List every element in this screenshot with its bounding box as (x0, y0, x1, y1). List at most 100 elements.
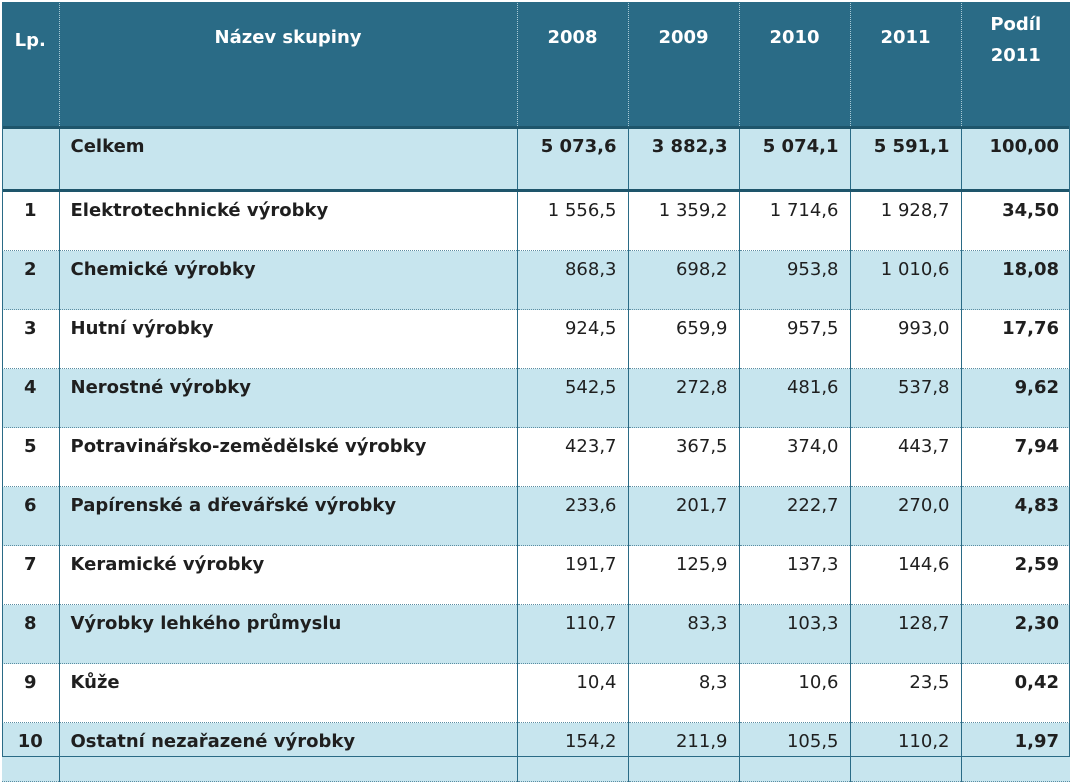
row-group-name: Papírenské a dřevářské výrobky (59, 486, 518, 546)
row-share-2011: 2,59 (961, 545, 1070, 605)
row-value-2009: 211,9 (628, 722, 740, 782)
total-value-2010: 5 074,1 (739, 127, 851, 192)
header-share-line1: Podíl (990, 14, 1042, 35)
row-group-name: Potravinářsko-zemědělské výrobky (59, 427, 518, 487)
row-value-2008: 1 556,5 (517, 190, 629, 251)
row-value-2011: 1 928,7 (850, 190, 962, 251)
row-share-2011: 18,08 (961, 250, 1070, 310)
table-row: 10 Ostatní nezařazené výrobky 154,2 211,9 10… (2, 722, 1070, 782)
row-value-2011: 443,7 (850, 427, 962, 487)
header-year-2011: 2011 (850, 2, 962, 129)
row-value-2009: 367,5 (628, 427, 740, 487)
row-group-name: Hutní výrobky (59, 309, 518, 369)
row-value-2010: 1 714,6 (739, 190, 851, 251)
table-row: 8 Výrobky lehkého průmyslu 110,7 83,3 103,3 1… (2, 604, 1070, 664)
header-year-2008: 2008 (517, 2, 629, 129)
row-value-2011: 128,7 (850, 604, 962, 664)
total-value-2011: 5 591,1 (850, 127, 962, 192)
row-value-2009: 1 359,2 (628, 190, 740, 251)
table-row: 5 Potravinářsko-zemědělské výrobky 423,7 36… (2, 427, 1070, 487)
header-row: Lp. Název skupiny 2008 2009 2010 2011 Po… (2, 2, 1070, 129)
table-row: 4 Nerostné výrobky 542,5 272,8 481,6 537,8 9,6… (2, 368, 1070, 428)
total-lp (2, 127, 60, 192)
header-share-line2: 2011 (990, 45, 1041, 66)
row-lp: 5 (2, 427, 60, 487)
row-value-2010: 105,5 (739, 722, 851, 782)
row-value-2008: 191,7 (517, 545, 629, 605)
table-body: Celkem 5 073,6 3 882,3 5 074,1 5 591,1 1… (2, 127, 1070, 782)
row-group-name: Ostatní nezařazené výrobky (59, 722, 518, 782)
row-value-2008: 423,7 (517, 427, 629, 487)
row-share-2011: 7,94 (961, 427, 1070, 487)
header-group-name: Název skupiny (59, 2, 518, 129)
total-row: Celkem 5 073,6 3 882,3 5 074,1 5 591,1 1… (2, 127, 1070, 192)
total-name: Celkem (59, 127, 518, 192)
row-lp: 7 (2, 545, 60, 605)
row-value-2008: 110,7 (517, 604, 629, 664)
row-value-2010: 103,3 (739, 604, 851, 664)
row-value-2010: 222,7 (739, 486, 851, 546)
row-group-name: Keramické výrobky (59, 545, 518, 605)
row-value-2011: 110,2 (850, 722, 962, 782)
row-value-2010: 374,0 (739, 427, 851, 487)
row-lp: 2 (2, 250, 60, 310)
total-share: 100,00 (961, 127, 1070, 192)
row-value-2008: 233,6 (517, 486, 629, 546)
row-group-name: Nerostné výrobky (59, 368, 518, 428)
table-row: 3 Hutní výrobky 924,5 659,9 957,5 993,0 17,76 (2, 309, 1070, 369)
row-value-2009: 8,3 (628, 663, 740, 723)
row-share-2011: 34,50 (961, 190, 1070, 251)
row-value-2009: 125,9 (628, 545, 740, 605)
header-year-2010: 2010 (739, 2, 851, 129)
row-value-2009: 659,9 (628, 309, 740, 369)
table-row: 2 Chemické výrobky 868,3 698,2 953,8 1 010,6 1… (2, 250, 1070, 310)
row-group-name: Elektrotechnické výrobky (59, 190, 518, 251)
row-lp: 6 (2, 486, 60, 546)
table-row: 7 Keramické výrobky 191,7 125,9 137,3 144,6 2,… (2, 545, 1070, 605)
table-header: Lp. Název skupiny 2008 2009 2010 2011 Po… (2, 2, 1070, 129)
row-share-2011: 1,97 (961, 722, 1070, 782)
row-value-2010: 10,6 (739, 663, 851, 723)
row-value-2011: 144,6 (850, 545, 962, 605)
row-value-2008: 868,3 (517, 250, 629, 310)
header-lp: Lp. (2, 2, 60, 129)
row-value-2008: 10,4 (517, 663, 629, 723)
row-group-name: Výrobky lehkého průmyslu (59, 604, 518, 664)
row-lp: 9 (2, 663, 60, 723)
row-value-2009: 83,3 (628, 604, 740, 664)
row-lp: 8 (2, 604, 60, 664)
row-value-2008: 154,2 (517, 722, 629, 782)
row-lp: 4 (2, 368, 60, 428)
row-lp: 1 (2, 190, 60, 251)
header-share: Podíl 2011 (961, 2, 1070, 129)
table-row: 9 Kůže 10,4 8,3 10,6 23,5 0,42 (2, 663, 1070, 723)
header-year-2009: 2009 (628, 2, 740, 129)
row-value-2009: 201,7 (628, 486, 740, 546)
row-value-2011: 270,0 (850, 486, 962, 546)
row-lp: 10 (2, 722, 60, 782)
row-value-2011: 993,0 (850, 309, 962, 369)
row-share-2011: 9,62 (961, 368, 1070, 428)
row-value-2008: 924,5 (517, 309, 629, 369)
row-lp: 3 (2, 309, 60, 369)
row-value-2011: 537,8 (850, 368, 962, 428)
total-value-2009: 3 882,3 (628, 127, 740, 192)
row-share-2011: 0,42 (961, 663, 1070, 723)
row-group-name: Chemické výrobky (59, 250, 518, 310)
row-value-2010: 481,6 (739, 368, 851, 428)
row-value-2010: 953,8 (739, 250, 851, 310)
row-value-2008: 542,5 (517, 368, 629, 428)
table-row: 1 Elektrotechnické výrobky 1 556,5 1 359,2 1… (2, 190, 1070, 251)
row-share-2011: 17,76 (961, 309, 1070, 369)
row-share-2011: 2,30 (961, 604, 1070, 664)
row-value-2010: 137,3 (739, 545, 851, 605)
table-row: 6 Papírenské a dřevářské výrobky 233,6 201,… (2, 486, 1070, 546)
row-value-2009: 698,2 (628, 250, 740, 310)
total-value-2008: 5 073,6 (517, 127, 629, 192)
row-share-2011: 4,83 (961, 486, 1070, 546)
row-value-2009: 272,8 (628, 368, 740, 428)
row-value-2011: 23,5 (850, 663, 962, 723)
row-value-2011: 1 010,6 (850, 250, 962, 310)
